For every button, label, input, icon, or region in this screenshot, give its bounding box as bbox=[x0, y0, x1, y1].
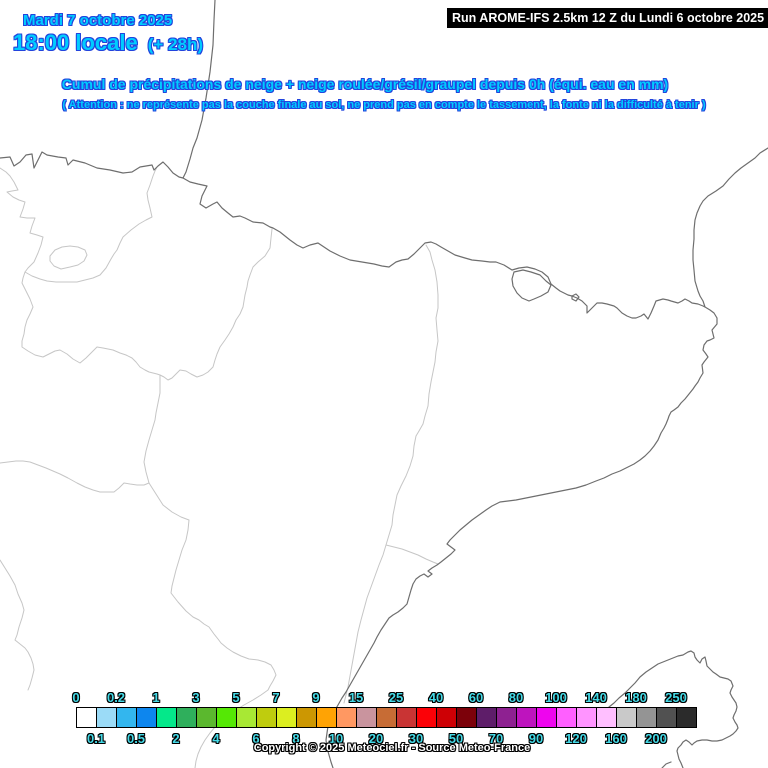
legend-cell bbox=[96, 707, 117, 728]
mallorca-outline bbox=[608, 650, 739, 768]
legend-top-label: 25 bbox=[388, 690, 404, 705]
legend-cell bbox=[136, 707, 157, 728]
time-label: 18:00 locale (+ 28h) bbox=[13, 30, 203, 56]
map-warning-note: ( Attention : ne représente pas la couch… bbox=[62, 99, 706, 111]
legend-cell bbox=[156, 707, 177, 728]
regional-border-path bbox=[0, 166, 158, 283]
legend-top-label: 15 bbox=[348, 690, 364, 705]
legend-cell bbox=[616, 707, 637, 728]
legend-cell bbox=[76, 707, 97, 728]
legend-top-label: 100 bbox=[545, 690, 567, 705]
legend-cell bbox=[416, 707, 437, 728]
legend-cell bbox=[536, 707, 557, 728]
legend-top-label: 140 bbox=[585, 690, 607, 705]
legend-cell bbox=[556, 707, 577, 728]
legend-bottom-label: 200 bbox=[645, 731, 667, 746]
legend-cell bbox=[356, 707, 377, 728]
legend-top-label: 60 bbox=[468, 690, 484, 705]
model-run-info: Run AROME-IFS 2.5km 12 Z du Lundi 6 octo… bbox=[447, 8, 768, 28]
legend-cell bbox=[456, 707, 477, 728]
legend-bottom-label: 6 bbox=[252, 731, 260, 746]
legend-bottom-label: 160 bbox=[605, 731, 627, 746]
legend-cell bbox=[676, 707, 697, 728]
forecast-offset: (+ 28h) bbox=[147, 35, 204, 54]
legend-top-label: 3 bbox=[192, 690, 200, 705]
legend-top-label: 0.2 bbox=[106, 690, 126, 705]
legend-top-label: 40 bbox=[428, 690, 444, 705]
legend-top-label: 250 bbox=[665, 690, 687, 705]
legend-cell bbox=[296, 707, 317, 728]
legend-bottom-label: 0.5 bbox=[126, 731, 146, 746]
legend-bottom-label: 4 bbox=[212, 731, 220, 746]
legend-top-label: 0 bbox=[72, 690, 80, 705]
trevino-enclave-outline bbox=[49, 245, 88, 270]
legend-bottom-label: 0.1 bbox=[86, 731, 106, 746]
map-title: Cumul de précipitations de neige + neige… bbox=[61, 76, 669, 92]
legend-bottom-label: 10 bbox=[328, 731, 344, 746]
legend-cell bbox=[596, 707, 617, 728]
regional-border-path bbox=[21, 271, 161, 376]
regional-border-path bbox=[143, 374, 277, 768]
legend-bottom-label: 8 bbox=[292, 731, 300, 746]
legend-cell bbox=[476, 707, 497, 728]
legend-cell bbox=[656, 707, 677, 728]
cantabrian-coastline-path bbox=[0, 0, 216, 179]
andorra-outline bbox=[511, 269, 552, 302]
regional-border-path bbox=[385, 544, 439, 565]
legend-top-label: 5 bbox=[232, 690, 240, 705]
legend-cell bbox=[116, 707, 137, 728]
legend-cell bbox=[396, 707, 417, 728]
legend-bottom-label: 90 bbox=[528, 731, 544, 746]
legend-cell bbox=[636, 707, 657, 728]
legend-cell bbox=[516, 707, 537, 728]
legend-bar bbox=[76, 707, 697, 728]
regional-border-path bbox=[0, 559, 35, 691]
legend-top-label: 1 bbox=[152, 690, 160, 705]
legend-top-label: 9 bbox=[312, 690, 320, 705]
regional-border-path bbox=[159, 228, 273, 381]
legend-cell bbox=[576, 707, 597, 728]
legend-top-label: 7 bbox=[272, 690, 280, 705]
legend-cell bbox=[376, 707, 397, 728]
legend-cell bbox=[336, 707, 357, 728]
legend-cell bbox=[196, 707, 217, 728]
llivia-enclave-outline bbox=[571, 293, 580, 302]
legend-cell bbox=[216, 707, 237, 728]
mallorca-coast-fragment bbox=[661, 761, 672, 768]
regional-border-path bbox=[0, 460, 150, 493]
legend-bottom-label: 30 bbox=[408, 731, 424, 746]
date-label: Mardi 7 octobre 2025 bbox=[23, 12, 173, 29]
regional-border-path bbox=[343, 244, 439, 704]
legend-cell bbox=[276, 707, 297, 728]
legend-bottom-label: 120 bbox=[565, 731, 587, 746]
local-time: 18:00 locale bbox=[13, 30, 138, 55]
legend-cell bbox=[236, 707, 257, 728]
legend-bottom-label: 2 bbox=[172, 731, 180, 746]
legend-bottom-label: 20 bbox=[368, 731, 384, 746]
legend-cell bbox=[176, 707, 197, 728]
legend-bottom-label: 70 bbox=[488, 731, 504, 746]
legend-top-label: 80 bbox=[508, 690, 524, 705]
legend-cell bbox=[316, 707, 337, 728]
legend-cell bbox=[436, 707, 457, 728]
legend-cell bbox=[256, 707, 277, 728]
mediterranean-coastline-path bbox=[325, 147, 768, 768]
legend-top-label: 180 bbox=[625, 690, 647, 705]
copyright-label: Copyright © 2025 Meteociel.fr - Source M… bbox=[253, 742, 531, 754]
legend-bottom-label: 50 bbox=[448, 731, 464, 746]
legend-cell bbox=[496, 707, 517, 728]
pyrenees-border-path bbox=[182, 177, 706, 320]
